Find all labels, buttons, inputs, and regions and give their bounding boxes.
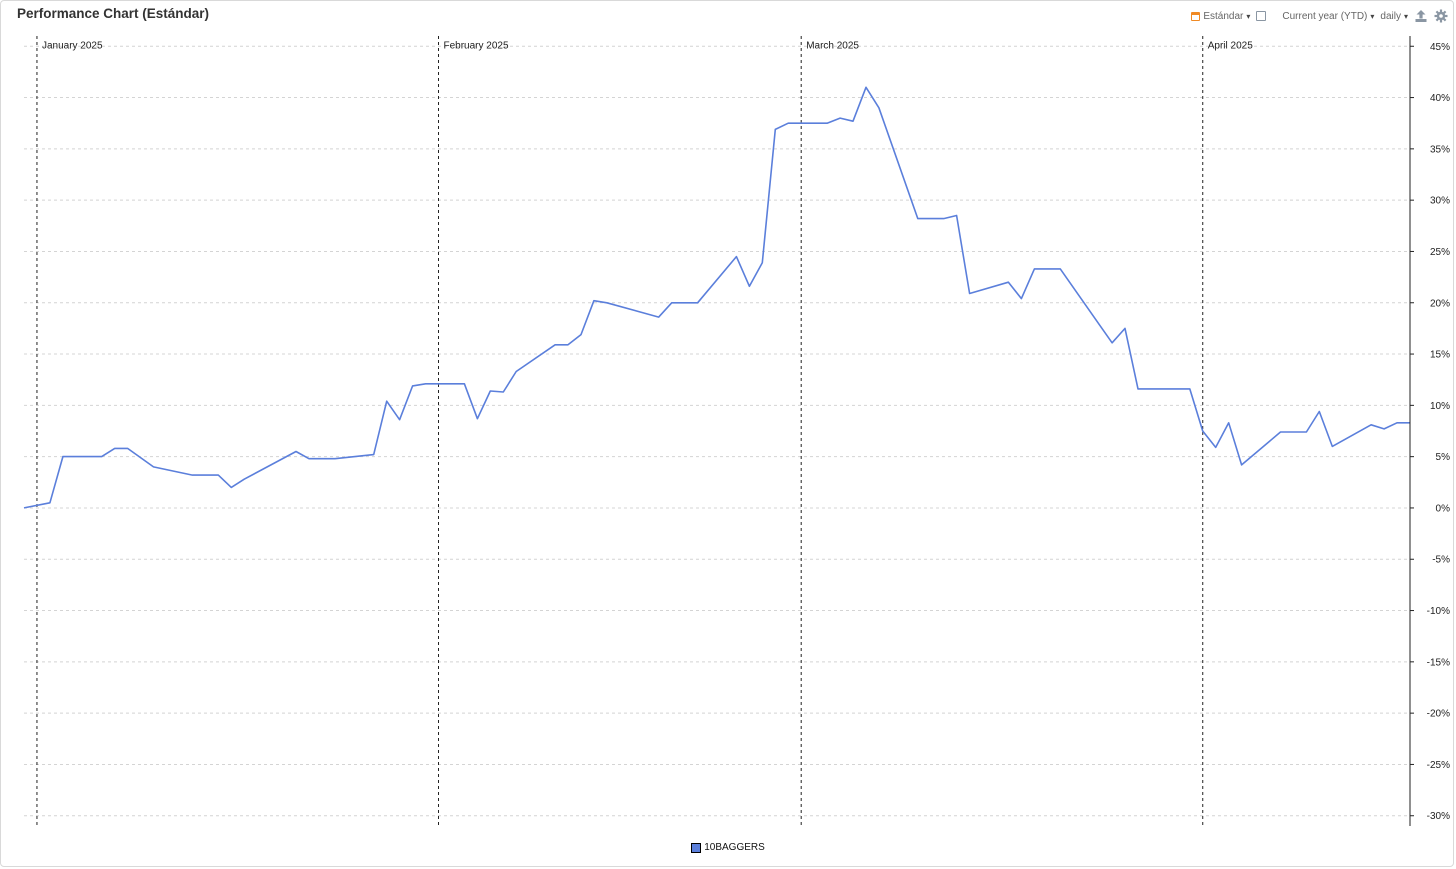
chevron-down-icon: ▾	[1403, 11, 1408, 21]
y-tick-label: 10%	[1430, 401, 1450, 412]
series-line-10baggers	[23, 86, 1410, 509]
legend-swatch	[691, 842, 702, 853]
y-tick-label: 20%	[1430, 298, 1450, 309]
month-markers: January 2025 February 2025 March 2025 April…	[36, 36, 1253, 826]
calendar-icon	[1191, 11, 1201, 21]
y-tick-label: -25%	[1427, 760, 1450, 771]
y-axis: 45% 40% 35% 30% 25% 20% 15% 10% 5% 0% -5% -10% -15% -…	[1409, 36, 1451, 826]
month-label: January 2025	[42, 41, 103, 52]
y-tick-label: 45%	[1430, 42, 1450, 53]
y-tick-label: 40%	[1430, 93, 1450, 104]
y-tick-label: -5%	[1432, 555, 1450, 566]
y-tick-label: 15%	[1430, 350, 1450, 361]
y-tick-label: 5%	[1436, 452, 1451, 463]
month-label: February 2025	[444, 41, 509, 52]
month-label: March 2025	[806, 41, 859, 52]
series-lines	[23, 86, 1410, 509]
y-tick-label: 25%	[1430, 247, 1450, 258]
legend-item[interactable]: 10BAGGERS	[691, 842, 765, 853]
grid-lines	[24, 45, 1410, 817]
chevron-down-icon: ▾	[1370, 11, 1375, 21]
y-tick-label: -15%	[1427, 657, 1450, 668]
gear-icon[interactable]	[1434, 9, 1448, 23]
view-selector[interactable]: Estándar ▾	[1191, 11, 1250, 22]
view-selector-label: Estándar	[1203, 10, 1244, 22]
y-tick-label: -10%	[1427, 606, 1450, 617]
y-tick-label: 0%	[1436, 503, 1451, 514]
y-tick-label: -30%	[1427, 811, 1450, 822]
interval-selector-label: daily	[1380, 10, 1401, 22]
y-tick-label: -20%	[1427, 709, 1450, 720]
expand-icon[interactable]	[1256, 11, 1267, 21]
chart-legend: 10BAGGERS	[0, 842, 1456, 853]
chart-toolbar: Estándar ▾ Current year (YTD) ▾ daily ▾	[1191, 7, 1448, 25]
interval-selector[interactable]: daily ▾	[1380, 11, 1408, 22]
month-label: April 2025	[1208, 41, 1253, 52]
legend-label: 10BAGGERS	[704, 842, 765, 853]
chevron-down-icon: ▾	[1246, 11, 1251, 21]
range-selector-label: Current year (YTD)	[1282, 10, 1368, 22]
y-tick-label: 35%	[1430, 144, 1450, 155]
export-icon[interactable]	[1414, 9, 1428, 23]
range-selector[interactable]: Current year (YTD) ▾	[1282, 11, 1374, 22]
page-title: Performance Chart (Estándar)	[17, 6, 210, 21]
y-tick-label: 30%	[1430, 196, 1450, 207]
